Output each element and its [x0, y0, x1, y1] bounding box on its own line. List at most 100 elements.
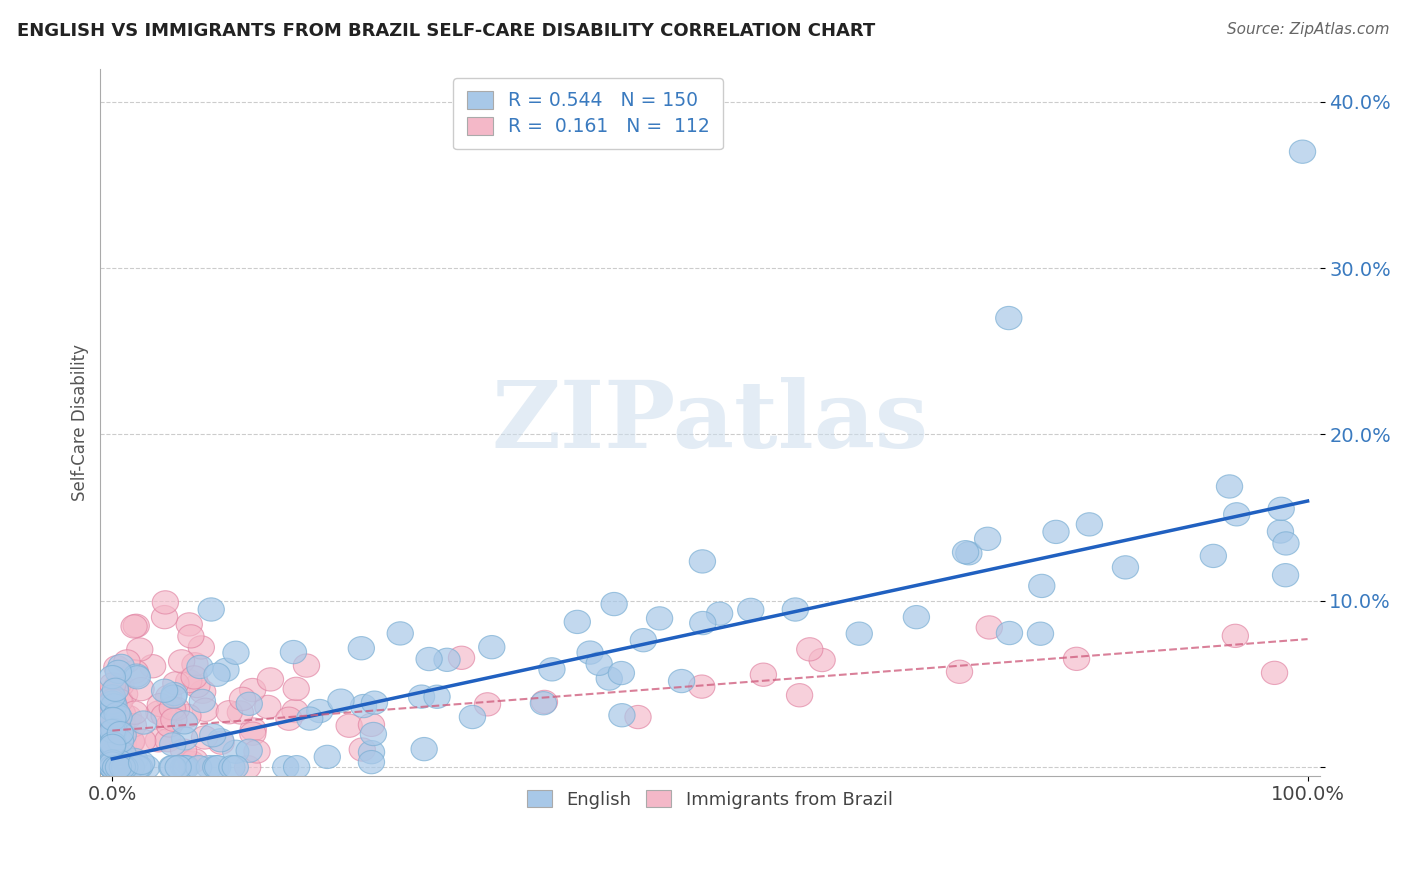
- Ellipse shape: [361, 691, 388, 714]
- Ellipse shape: [782, 598, 808, 621]
- Ellipse shape: [111, 682, 138, 706]
- Ellipse shape: [297, 707, 323, 731]
- Ellipse shape: [103, 678, 128, 701]
- Ellipse shape: [408, 685, 434, 708]
- Ellipse shape: [111, 756, 138, 779]
- Ellipse shape: [100, 714, 125, 738]
- Ellipse shape: [108, 756, 135, 779]
- Ellipse shape: [243, 739, 270, 764]
- Ellipse shape: [100, 756, 125, 779]
- Y-axis label: Self-Care Disability: Self-Care Disability: [72, 343, 89, 500]
- Ellipse shape: [105, 749, 132, 772]
- Ellipse shape: [100, 689, 125, 712]
- Ellipse shape: [191, 726, 218, 749]
- Ellipse shape: [162, 682, 187, 706]
- Ellipse shape: [100, 714, 125, 737]
- Ellipse shape: [101, 692, 127, 715]
- Ellipse shape: [280, 640, 307, 664]
- Ellipse shape: [349, 738, 375, 761]
- Ellipse shape: [100, 673, 127, 696]
- Ellipse shape: [190, 680, 215, 704]
- Ellipse shape: [110, 755, 135, 778]
- Ellipse shape: [423, 685, 450, 708]
- Ellipse shape: [100, 693, 125, 716]
- Ellipse shape: [170, 739, 197, 763]
- Ellipse shape: [273, 756, 299, 779]
- Text: ENGLISH VS IMMIGRANTS FROM BRAZIL SELF-CARE DISABILITY CORRELATION CHART: ENGLISH VS IMMIGRANTS FROM BRAZIL SELF-C…: [17, 22, 875, 40]
- Ellipse shape: [105, 706, 132, 729]
- Ellipse shape: [903, 606, 929, 629]
- Ellipse shape: [100, 740, 127, 764]
- Ellipse shape: [219, 756, 245, 779]
- Ellipse shape: [460, 706, 485, 729]
- Ellipse shape: [974, 527, 1001, 550]
- Ellipse shape: [254, 695, 281, 719]
- Ellipse shape: [564, 610, 591, 633]
- Ellipse shape: [103, 756, 129, 779]
- Ellipse shape: [163, 672, 188, 695]
- Ellipse shape: [101, 718, 127, 741]
- Ellipse shape: [596, 667, 623, 690]
- Ellipse shape: [146, 701, 172, 724]
- Ellipse shape: [122, 660, 149, 683]
- Ellipse shape: [198, 598, 225, 621]
- Ellipse shape: [111, 732, 136, 756]
- Ellipse shape: [103, 706, 129, 730]
- Ellipse shape: [229, 687, 256, 711]
- Ellipse shape: [100, 735, 125, 758]
- Ellipse shape: [976, 615, 1002, 639]
- Ellipse shape: [204, 663, 231, 686]
- Ellipse shape: [1028, 622, 1053, 645]
- Ellipse shape: [100, 756, 125, 779]
- Ellipse shape: [114, 756, 141, 779]
- Ellipse shape: [118, 730, 145, 753]
- Ellipse shape: [139, 655, 166, 678]
- Ellipse shape: [276, 707, 302, 731]
- Ellipse shape: [100, 703, 127, 726]
- Ellipse shape: [100, 732, 125, 756]
- Ellipse shape: [1261, 661, 1288, 684]
- Ellipse shape: [163, 698, 190, 721]
- Ellipse shape: [1076, 513, 1102, 536]
- Ellipse shape: [538, 657, 565, 681]
- Ellipse shape: [1272, 532, 1299, 555]
- Ellipse shape: [1063, 648, 1090, 671]
- Ellipse shape: [689, 549, 716, 573]
- Ellipse shape: [174, 751, 201, 774]
- Ellipse shape: [181, 665, 207, 689]
- Ellipse shape: [100, 704, 125, 728]
- Ellipse shape: [104, 702, 131, 725]
- Ellipse shape: [108, 756, 135, 779]
- Ellipse shape: [148, 693, 173, 716]
- Ellipse shape: [1223, 503, 1250, 526]
- Ellipse shape: [107, 722, 134, 745]
- Ellipse shape: [204, 756, 231, 779]
- Ellipse shape: [187, 656, 214, 679]
- Ellipse shape: [100, 723, 125, 747]
- Ellipse shape: [1267, 520, 1294, 543]
- Ellipse shape: [129, 729, 156, 753]
- Ellipse shape: [152, 591, 179, 614]
- Ellipse shape: [100, 734, 125, 757]
- Ellipse shape: [100, 719, 125, 743]
- Ellipse shape: [236, 692, 263, 715]
- Ellipse shape: [1272, 564, 1299, 587]
- Ellipse shape: [359, 714, 385, 737]
- Ellipse shape: [160, 708, 187, 731]
- Ellipse shape: [103, 756, 129, 779]
- Ellipse shape: [350, 694, 377, 718]
- Ellipse shape: [101, 756, 128, 779]
- Ellipse shape: [160, 698, 186, 722]
- Ellipse shape: [668, 669, 695, 693]
- Ellipse shape: [169, 649, 195, 673]
- Ellipse shape: [174, 705, 201, 728]
- Ellipse shape: [1222, 624, 1249, 648]
- Ellipse shape: [127, 756, 153, 779]
- Ellipse shape: [946, 660, 973, 683]
- Ellipse shape: [104, 673, 131, 697]
- Ellipse shape: [200, 723, 226, 747]
- Ellipse shape: [257, 668, 284, 691]
- Ellipse shape: [156, 714, 183, 737]
- Ellipse shape: [1268, 497, 1295, 520]
- Ellipse shape: [105, 660, 132, 683]
